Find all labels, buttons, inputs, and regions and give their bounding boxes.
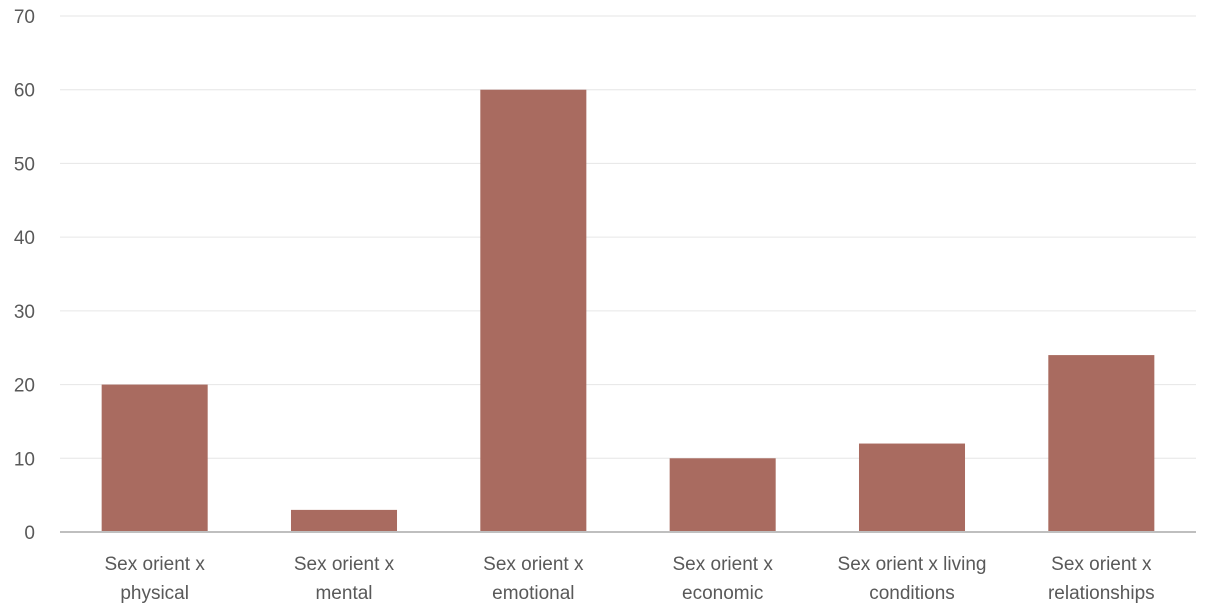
x-category-label: Sex orient x economic bbox=[673, 554, 774, 604]
y-tick-label: 30 bbox=[14, 302, 35, 323]
y-tick-label: 70 bbox=[14, 7, 35, 28]
y-tick-label: 20 bbox=[14, 376, 35, 397]
bar bbox=[1048, 355, 1155, 532]
gridlines bbox=[60, 15, 1196, 459]
bar bbox=[669, 458, 776, 532]
y-tick-label: 40 bbox=[14, 228, 35, 249]
x-category-label: Sex orient x physical bbox=[105, 554, 206, 604]
y-tick-label: 50 bbox=[14, 154, 35, 175]
y-axis-ticks: 0 10 20 30 40 50 60 70 bbox=[14, 7, 35, 544]
x-category-label: Sex orient x relationships bbox=[1048, 554, 1155, 604]
bars bbox=[101, 89, 1155, 532]
x-category-label: Sex orient x living conditions bbox=[838, 554, 987, 604]
y-tick-label: 0 bbox=[24, 523, 35, 544]
y-tick-label: 10 bbox=[14, 449, 35, 470]
x-category-label: Sex orient x mental bbox=[294, 554, 395, 604]
y-tick-label: 60 bbox=[14, 81, 35, 102]
bar bbox=[480, 89, 587, 532]
bar bbox=[290, 509, 398, 532]
bar bbox=[101, 384, 208, 532]
x-category-label: Sex orient x emotional bbox=[483, 554, 584, 604]
bar bbox=[858, 443, 966, 532]
x-axis-categories: Sex orient x physical Sex orient x mental Se… bbox=[105, 554, 1155, 604]
